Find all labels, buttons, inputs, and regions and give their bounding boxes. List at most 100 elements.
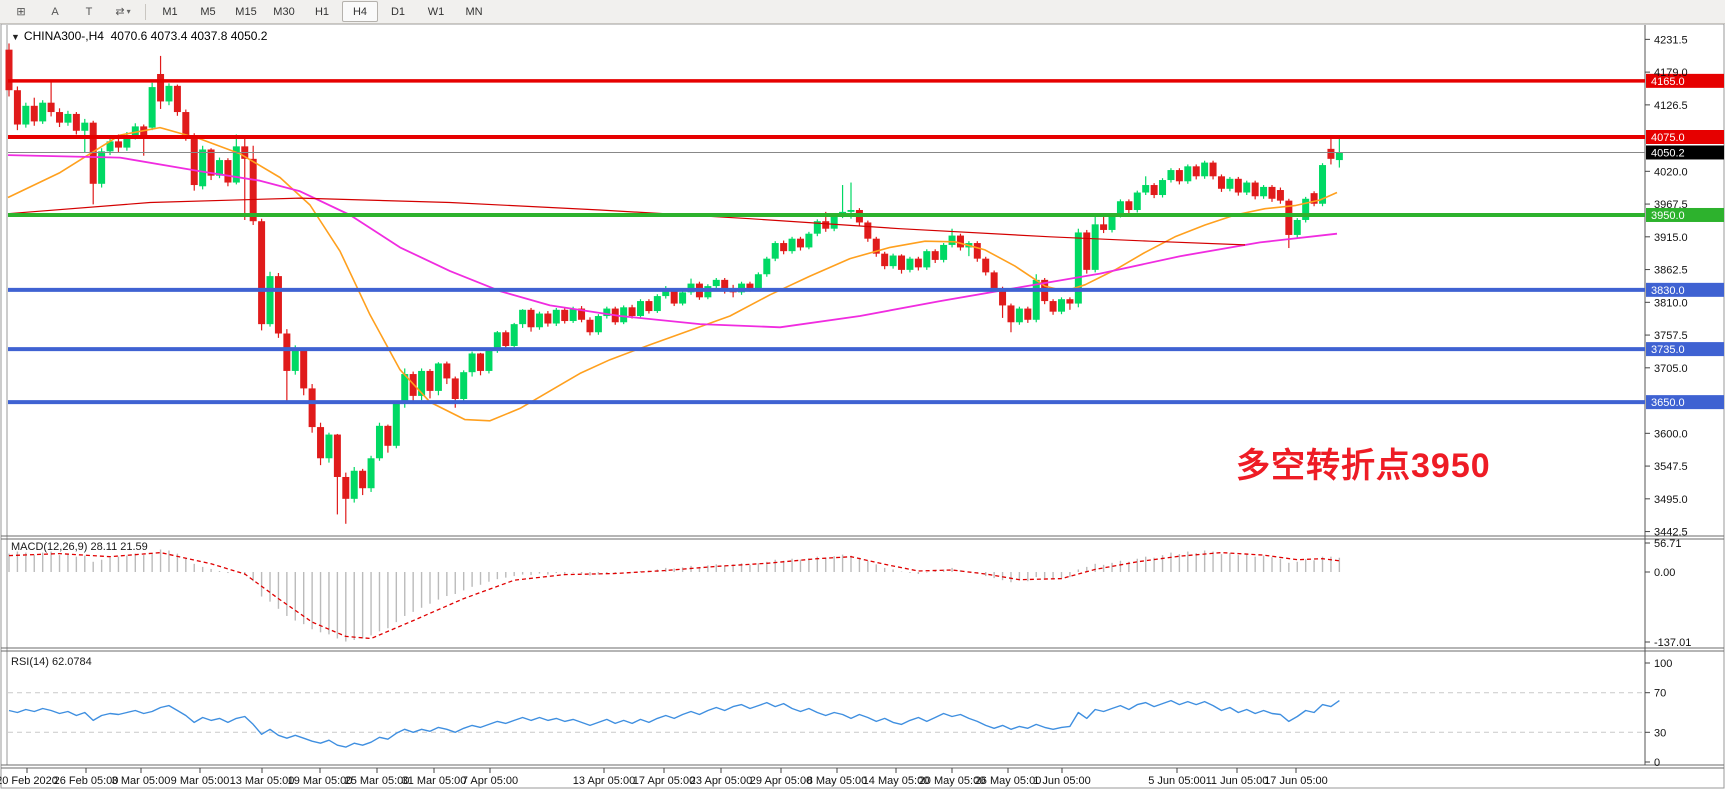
level-badge-label: 3650.0 [1651,397,1685,409]
time-tick-label[interactable]: 17 Jun 05:00 [1264,775,1328,787]
candle-body [1074,232,1082,304]
price-tick-label: 3915.0 [1654,232,1688,244]
candle-body [948,235,956,245]
price-tick-label: 4231.5 [1654,34,1688,46]
timeframe-button-h1[interactable]: H1 [314,5,330,18]
swap-arrows-icon[interactable]: ⇄ ▾ [115,6,131,18]
candle-body [5,49,13,91]
rsi-axis-label: 70 [1654,688,1666,700]
font-a-icon[interactable]: A [51,5,59,18]
timeframe-button-d1[interactable]: D1 [390,5,406,18]
candle-body [13,90,21,125]
candle-body [22,105,30,125]
chart-annotation-text[interactable]: 多空转折点3950 [1236,447,1491,485]
candle-body [350,470,358,499]
candle-body [754,274,762,289]
candle-body [98,151,106,184]
candle-body [1251,182,1259,197]
time-tick-label[interactable]: 11 Jun 05:00 [1206,775,1269,787]
level-badge [1646,207,1724,222]
candle-body [1058,299,1065,312]
time-tick-label[interactable]: 5 Jun 05:00 [1148,775,1206,787]
time-tick-label[interactable]: 25 Mar 05:00 [345,775,410,787]
candle-body [578,308,586,320]
time-tick-label[interactable]: 1 Jun 05:00 [1033,775,1091,787]
time-tick-label[interactable]: 26 Feb 05:00 [54,775,119,787]
candle-body [1125,201,1133,210]
candle-body [1209,162,1217,177]
candle-body [1319,165,1327,204]
candle-body [1310,193,1318,204]
chart-ohlc-values: 4070.6 4073.4 4037.8 4050.2 [110,29,268,43]
price-tick-label: 3495.0 [1654,494,1688,506]
time-tick-label[interactable]: 20 May 05:00 [919,775,986,787]
price-tick-label: 3967.5 [1654,199,1688,211]
top-toolbar: ⊞ A T ⇄ ▾ M1 M5 M15 M30 H1 H4 D1 W1 MN [0,0,1725,24]
time-tick-label[interactable]: 7 Apr 05:00 [462,775,518,787]
time-tick-label[interactable]: 23 Apr 05:00 [690,775,752,787]
time-tick-label[interactable]: 20 Feb 2020 [0,775,58,787]
candle-body [1243,182,1251,193]
candle-body [931,251,939,260]
candle-body [679,292,687,304]
time-tick-label[interactable]: 8 May 05:00 [807,775,868,787]
price-tick-label: 4126.5 [1654,100,1688,112]
candle-body [216,160,223,176]
candle-body [1049,301,1057,312]
price-tick-label: 3705.0 [1654,363,1688,375]
timeframe-button-m15[interactable]: M15 [235,5,257,18]
time-tick-label[interactable]: 31 Mar 05:00 [402,775,467,787]
candle-body [258,221,266,325]
candle-body [308,388,316,428]
candle-body [1066,299,1074,304]
price-tick-label: 3442.5 [1654,527,1688,539]
time-tick-label[interactable]: 13 Mar 05:00 [230,775,295,787]
candle-body [780,243,788,252]
candle-body [333,434,341,477]
candle-body [325,434,333,459]
timeframe-button-m1[interactable]: M1 [162,5,178,18]
time-tick-label[interactable]: 19 Mar 05:00 [288,775,353,787]
candle-body [1184,166,1192,182]
candle-body [1159,180,1167,196]
time-tick-label[interactable]: 3 Mar 05:00 [112,775,171,787]
time-tick-label[interactable]: 17 Apr 05:00 [633,775,695,787]
candle-body [822,221,830,229]
candle-body [81,122,89,131]
candle-body [1167,170,1175,181]
candle-body [620,307,628,323]
time-tick-label[interactable]: 29 Apr 05:00 [750,775,812,787]
candle-body [746,283,754,289]
candle-body [535,313,543,328]
rsi-axis-label: 0 [1654,757,1660,769]
timeframe-button-mn[interactable]: MN [465,5,483,18]
candle-body [342,476,350,499]
time-tick-label[interactable]: 9 Mar 05:00 [171,775,230,787]
time-tick-label[interactable]: 13 Apr 05:00 [573,775,635,787]
chart-dropdown-icon[interactable]: ▼ [11,32,20,42]
current-price-label: 4050.2 [1651,147,1685,159]
timeframe-button-m5[interactable]: M5 [200,5,216,18]
level-badge-label: 3950.0 [1651,210,1685,222]
candle-body [1285,200,1293,235]
candle-body [1226,178,1234,189]
grid-windows-icon[interactable]: ⊞ [16,6,26,18]
candle-body [1217,176,1225,189]
candle-body [207,149,215,176]
level-badge [1646,395,1724,410]
level-badge [1646,130,1724,144]
time-tick-label[interactable]: 14 May 05:00 [863,775,930,787]
timeframe-button-w1[interactable]: W1 [427,5,445,18]
timeframe-button-m30[interactable]: M30 [273,5,295,18]
text-label-icon[interactable]: T [85,5,93,18]
level-badge-label: 3735.0 [1651,344,1685,356]
candle-body [274,276,282,334]
dropdown-caret-icon[interactable]: ▾ [126,7,131,16]
time-tick-label[interactable]: 26 May 05:00 [975,775,1042,787]
price-tick-label: 3757.5 [1654,330,1688,342]
candle-body [392,403,400,446]
candle-body [889,255,897,267]
timeframe-button-h4[interactable]: H4 [342,1,378,22]
candle-body [645,301,653,312]
